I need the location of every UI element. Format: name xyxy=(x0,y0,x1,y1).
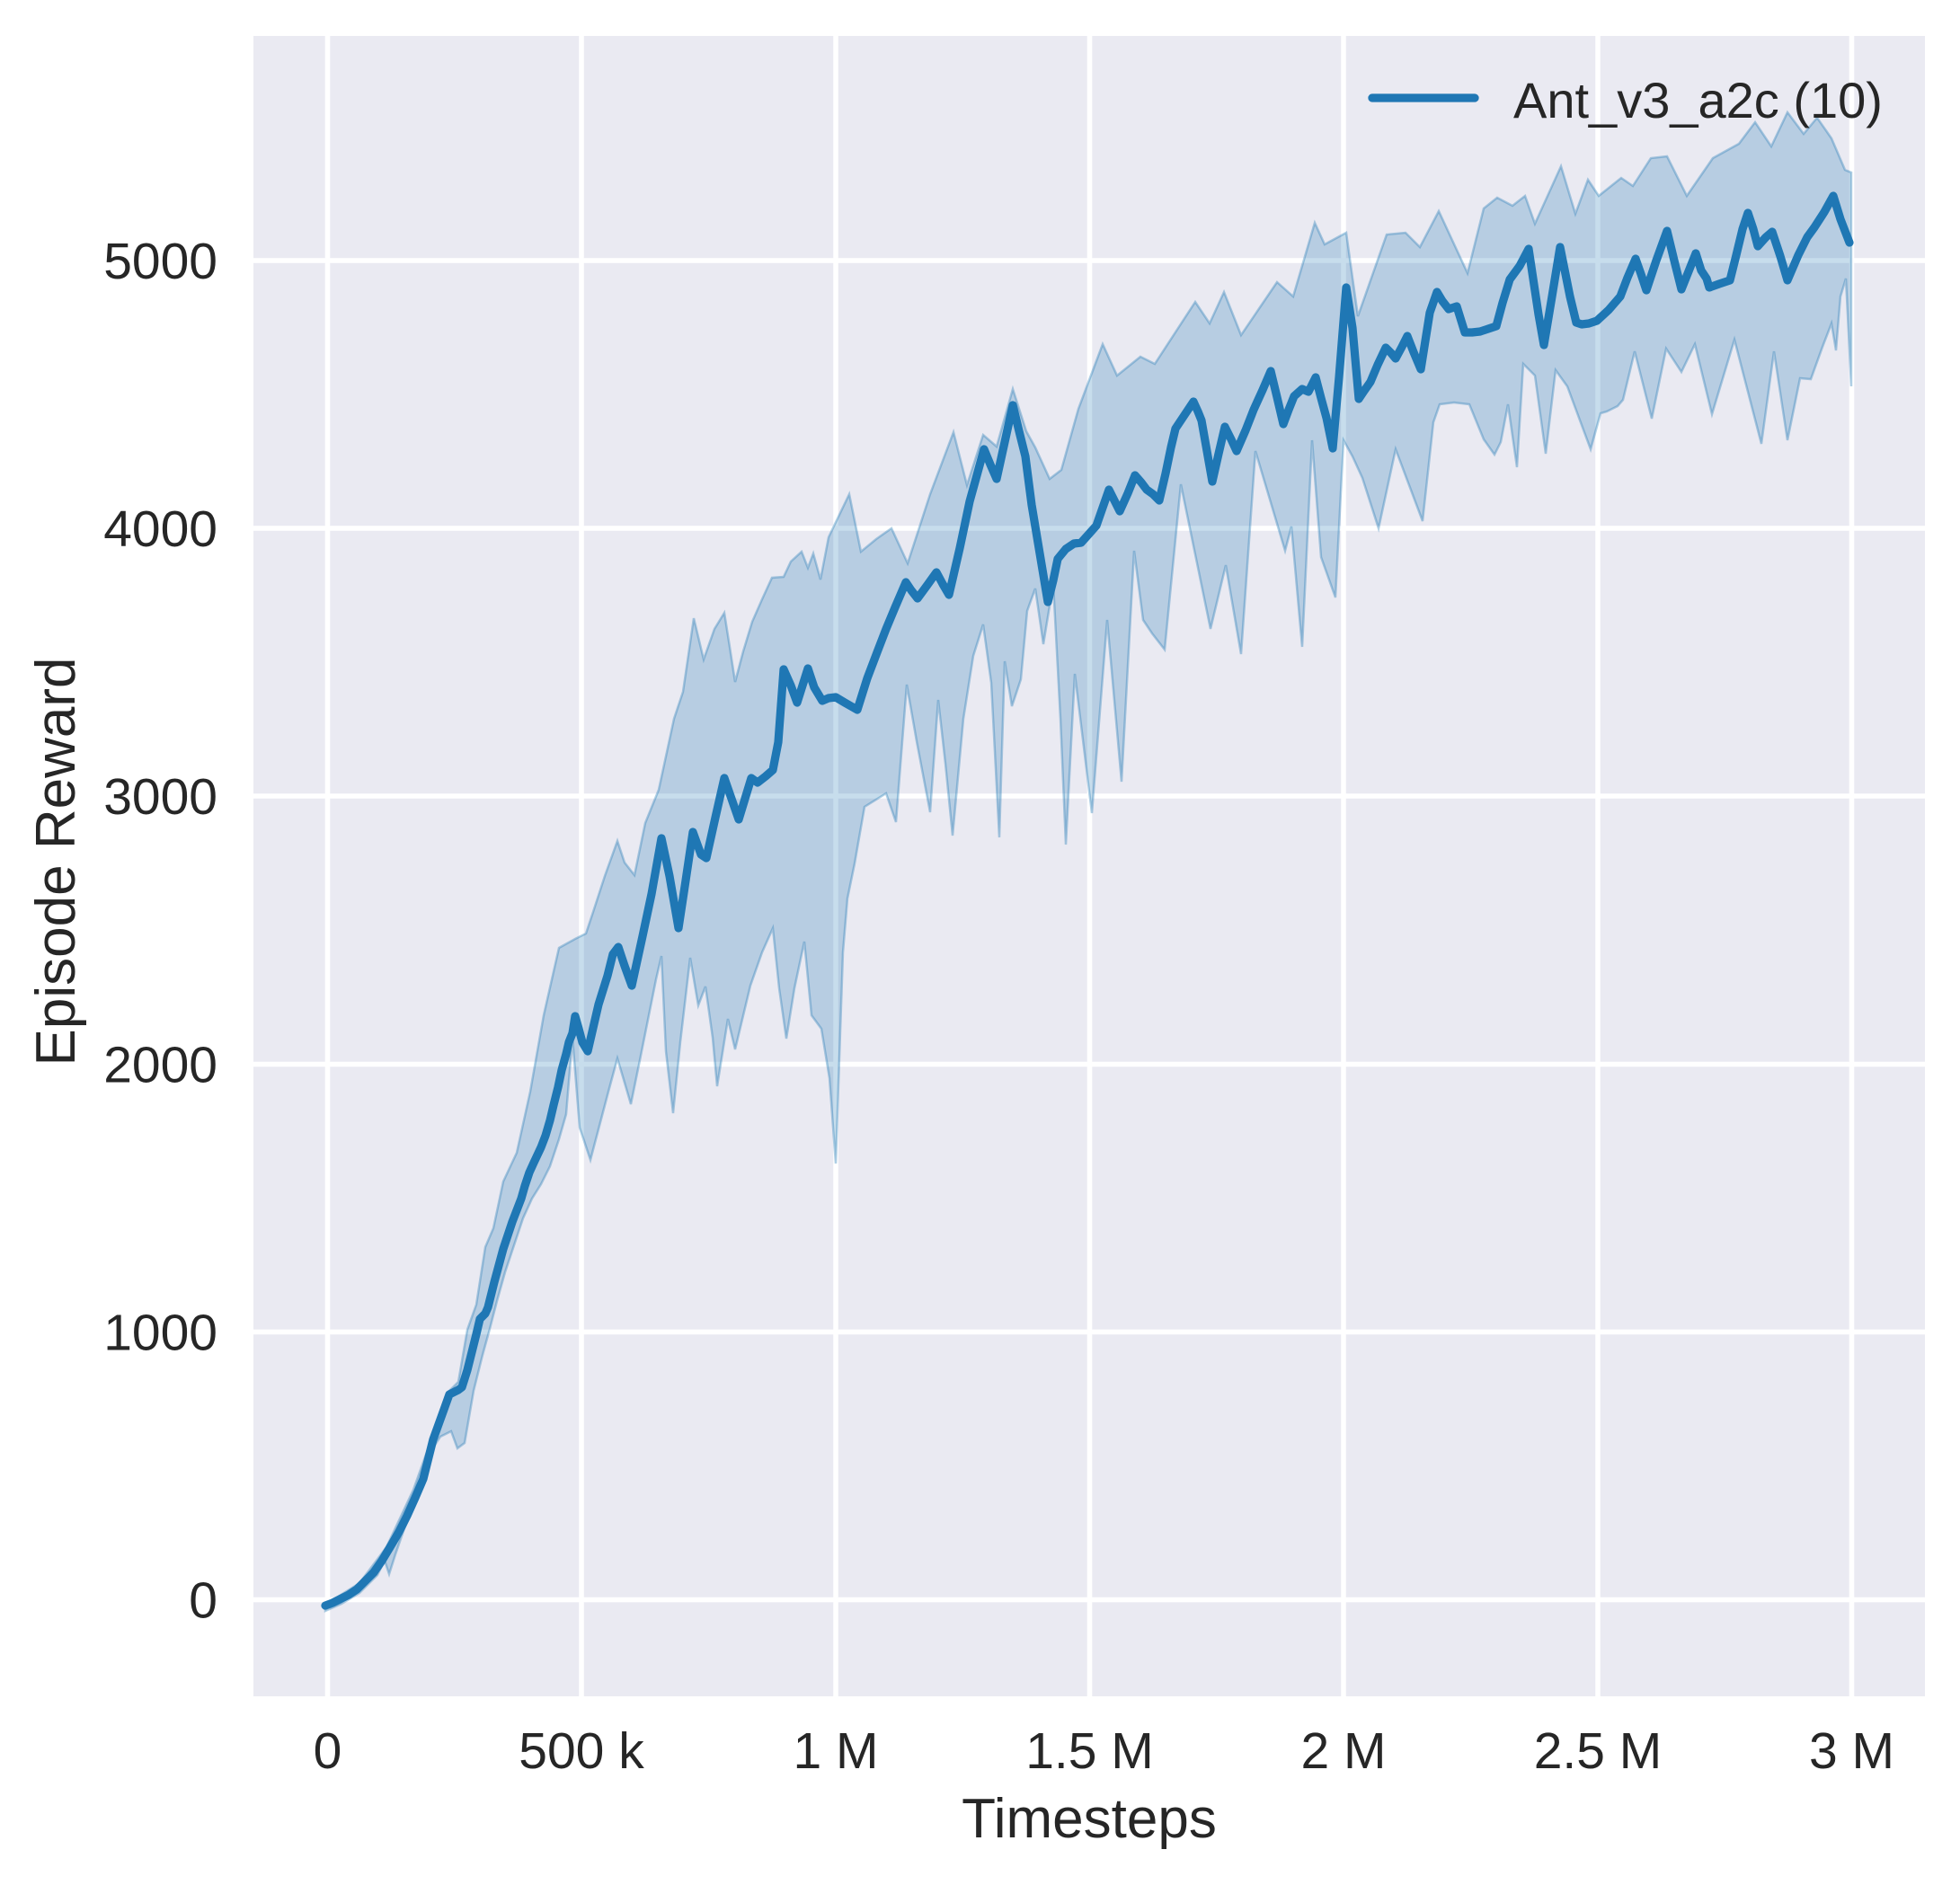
svg-text:500 k: 500 k xyxy=(519,1722,644,1780)
svg-text:3 M: 3 M xyxy=(1809,1722,1894,1780)
svg-text:2000: 2000 xyxy=(103,1037,217,1094)
svg-text:2.5 M: 2.5 M xyxy=(1534,1722,1663,1780)
svg-text:2 M: 2 M xyxy=(1300,1722,1386,1780)
svg-text:1.5 M: 1.5 M xyxy=(1025,1722,1154,1780)
svg-text:5000: 5000 xyxy=(103,233,217,290)
svg-text:0: 0 xyxy=(189,1572,217,1630)
svg-text:1 M: 1 M xyxy=(793,1722,878,1780)
svg-text:3000: 3000 xyxy=(103,768,217,826)
svg-text:Episode Reward: Episode Reward xyxy=(25,658,87,1066)
svg-text:0: 0 xyxy=(314,1722,342,1780)
svg-text:1000: 1000 xyxy=(103,1305,217,1362)
svg-text:Timesteps: Timesteps xyxy=(962,1788,1217,1850)
svg-text:Ant_v3_a2c (10): Ant_v3_a2c (10) xyxy=(1513,72,1883,128)
svg-text:4000: 4000 xyxy=(103,500,217,558)
